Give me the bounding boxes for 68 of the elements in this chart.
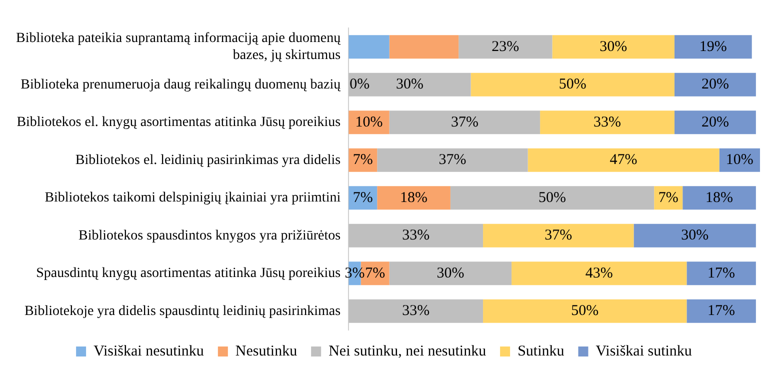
data-label: 37%	[450, 114, 478, 130]
bar	[348, 224, 484, 248]
bar	[377, 148, 528, 172]
y-tick-label: Biblioteka prenumeruoja daug reikalingų duomenų bazių	[20, 77, 341, 92]
bar	[552, 35, 674, 59]
y-tick-label: Bibliotekos el. knygų asortimentas atitinka Jūsų poreikius	[16, 115, 341, 130]
bar	[483, 224, 634, 248]
bar	[674, 110, 756, 134]
data-label: 50%	[558, 76, 586, 93]
data-label: 50%	[538, 190, 566, 206]
data-label: 20%	[701, 114, 729, 130]
data-label: 47%	[610, 152, 638, 168]
bar	[450, 186, 654, 210]
bar	[389, 110, 540, 134]
bar	[686, 262, 756, 286]
data-label: 37%	[438, 152, 466, 168]
bar	[458, 35, 552, 59]
bar	[470, 72, 674, 96]
data-label: 30%	[396, 76, 424, 93]
data-label: 17%	[708, 265, 736, 282]
bar	[389, 262, 512, 286]
y-tick-label: Bibliotekos el. leidinių pasirinkimas yra didelis	[75, 152, 341, 168]
data-label: 30%	[600, 38, 628, 55]
data-label: 19%	[699, 38, 727, 55]
legend-label: Nei sutinku, nei nesutinku	[328, 343, 487, 360]
y-tick-label: Bibliotekoje yra didelis spausdintų leidinių pasirinkimas	[24, 304, 341, 319]
bar	[686, 299, 756, 323]
data-label: 30%	[681, 228, 709, 244]
data-label: 18%	[706, 190, 734, 206]
data-label: 23%	[492, 38, 520, 55]
y-tick-label: Bibliotekos taikomi delspinigių įkainiai yra priimtini	[44, 190, 341, 206]
data-label: 17%	[708, 303, 736, 320]
data-label: 50%	[571, 303, 599, 320]
bar	[348, 35, 390, 59]
data-label: 7%	[365, 265, 386, 282]
annotation: 0%	[350, 76, 370, 93]
y-tick-label: Spausdintų knygų asortimentas atitinka Jūsų poreikius	[36, 266, 341, 282]
bar	[674, 72, 756, 96]
bar	[348, 299, 484, 323]
bar	[540, 110, 674, 134]
data-label: 33%	[402, 228, 430, 244]
data-label: 37%	[544, 228, 572, 244]
y-tick-label: Bibliotekos spausdintos knygos yra prižiūrėtos	[78, 228, 341, 244]
bar	[483, 299, 687, 323]
data-label: 43%	[585, 265, 613, 282]
data-label: 20%	[701, 76, 729, 93]
data-label: 10%	[355, 114, 383, 130]
bar	[389, 35, 459, 59]
legend-label: Nesutinku	[235, 343, 298, 360]
data-label: 33%	[402, 303, 430, 320]
legend-label: Visiškai nesutinku	[94, 343, 204, 360]
bar	[528, 148, 720, 172]
data-label: 7%	[352, 190, 373, 206]
data-label: 18%	[400, 190, 428, 206]
bar	[348, 72, 471, 96]
bar	[512, 262, 687, 286]
bar	[377, 186, 450, 210]
data-label: 30%	[436, 265, 464, 282]
legend-label: Visiškai sutinku	[596, 343, 692, 360]
bar	[674, 35, 752, 59]
y-tick-label: Biblioteka pateikia suprantamą informaciją apie duomenų bazes, jų skirtumus	[16, 31, 341, 63]
bar	[682, 186, 756, 210]
data-label: 10%	[726, 152, 754, 168]
bar	[634, 224, 756, 248]
legend-label: Sutinku	[518, 343, 565, 360]
data-label: 7%	[658, 190, 678, 206]
data-label: 7%	[352, 152, 373, 168]
data-label: 33%	[594, 114, 622, 130]
